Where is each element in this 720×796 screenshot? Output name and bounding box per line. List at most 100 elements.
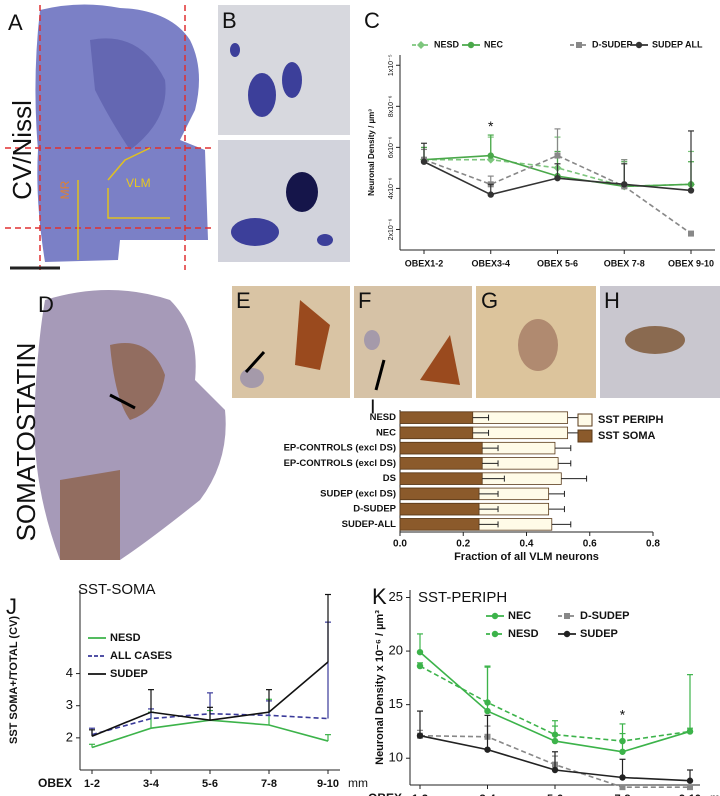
marker bbox=[635, 41, 643, 49]
x-tick-label: 0.6 bbox=[583, 539, 597, 550]
marker bbox=[686, 728, 694, 735]
panel-letter: K bbox=[372, 584, 387, 609]
x-tick-label: 3-4 bbox=[143, 778, 160, 790]
marker bbox=[484, 699, 491, 706]
x-tick-label: 0.8 bbox=[646, 539, 660, 550]
marker bbox=[687, 784, 693, 791]
photo-detail bbox=[60, 343, 165, 560]
panel-letter: C bbox=[364, 8, 380, 33]
y-tick-label: DS bbox=[383, 473, 396, 484]
y-axis-label: SST SOMA+/TOTAL (CV) bbox=[8, 616, 20, 744]
panel-letter: J bbox=[6, 594, 17, 619]
legend-label: NESD bbox=[434, 39, 460, 49]
stain-label: CV/Nissl bbox=[7, 100, 37, 200]
marker bbox=[688, 230, 694, 237]
x-tick-label: 0.2 bbox=[456, 539, 470, 550]
x-tick-label: 3-4 bbox=[480, 793, 497, 796]
photo-cells bbox=[240, 300, 685, 391]
legend-label: SST SOMA bbox=[598, 430, 656, 442]
y-tick-label: SUDEP-ALL bbox=[342, 519, 397, 530]
marker bbox=[619, 784, 626, 791]
panel-letter: B bbox=[222, 8, 237, 33]
marker bbox=[491, 612, 499, 620]
marker bbox=[551, 766, 559, 774]
legend-label: SUDEP ALL bbox=[652, 39, 703, 49]
legend-label: NEC bbox=[508, 610, 531, 622]
panel-letter: F bbox=[358, 288, 371, 313]
x-axis-unit: mm bbox=[348, 776, 368, 790]
x-tick-label: 1-2 bbox=[84, 778, 100, 790]
bar bbox=[399, 411, 474, 424]
y-tick-label: 2 bbox=[66, 729, 73, 744]
y-tick-label: 25 bbox=[389, 589, 403, 604]
series-line bbox=[419, 665, 691, 742]
stain-label: SOMATOSTATIN bbox=[11, 343, 41, 542]
marker bbox=[491, 630, 499, 638]
x-tick-label: 5-6 bbox=[547, 793, 563, 796]
legend-label: SUDEP bbox=[110, 668, 148, 680]
x-tick-label: OBEX 7-8 bbox=[604, 258, 645, 268]
panel-letter: A bbox=[8, 10, 23, 35]
bar bbox=[399, 518, 480, 531]
x-tick-label: 0.0 bbox=[393, 539, 407, 550]
x-axis-unit: mm bbox=[710, 791, 720, 796]
series-line bbox=[91, 661, 329, 737]
x-tick-label: 1-2 bbox=[412, 793, 428, 796]
y-tick-label: 10 bbox=[389, 750, 403, 765]
x-tick-label: OBEX 9-10 bbox=[668, 258, 714, 268]
marker bbox=[420, 158, 428, 165]
marker bbox=[484, 746, 491, 753]
y-tick-label: EP-CONTROLS (excl DS) bbox=[284, 443, 396, 454]
legend-label: ALL CASES bbox=[110, 650, 172, 662]
y-tick-label: 20 bbox=[389, 643, 403, 658]
y-tick-label: 6x10⁻⁶ bbox=[388, 136, 395, 158]
x-tick-label: 9-10 bbox=[679, 793, 701, 796]
marker bbox=[687, 187, 695, 194]
marker bbox=[621, 181, 628, 188]
marker bbox=[686, 777, 694, 784]
y-tick-label: 2x10⁻⁶ bbox=[388, 218, 395, 240]
panel-letter: H bbox=[604, 288, 620, 313]
y-tick-label: 15 bbox=[389, 696, 403, 711]
legend-swatch bbox=[577, 429, 593, 443]
y-axis-label: Neuronal Density / µm³ bbox=[367, 109, 376, 196]
y-axis-label: Neuronal Density x 10⁻⁶ / µm³ bbox=[374, 610, 386, 765]
vlm-outline bbox=[77, 147, 170, 260]
marker bbox=[554, 174, 561, 182]
marker bbox=[551, 737, 559, 745]
bar bbox=[399, 472, 483, 485]
bar bbox=[399, 457, 483, 470]
marker bbox=[484, 707, 491, 715]
marker bbox=[416, 732, 424, 739]
x-axis-label: Fraction of all VLM neurons bbox=[454, 551, 599, 563]
photo-detail bbox=[90, 38, 166, 151]
bar bbox=[399, 426, 474, 440]
legend-label: NEC bbox=[484, 39, 504, 49]
x-tick-label: 5-6 bbox=[202, 778, 218, 790]
series-line bbox=[423, 154, 692, 235]
y-tick-label: 8x10⁻⁶ bbox=[388, 95, 395, 117]
panel-letter: I bbox=[370, 396, 376, 418]
photo-guides bbox=[5, 5, 212, 270]
y-tick-label: 1x10⁻⁵ bbox=[388, 54, 395, 76]
marker bbox=[487, 152, 494, 159]
legend-swatch bbox=[577, 413, 593, 427]
marker bbox=[487, 191, 494, 198]
chart-title: SST-PERIPH bbox=[418, 589, 507, 606]
legend-label: D-SUDEP bbox=[592, 39, 633, 49]
x-tick-label: OBEX1-2 bbox=[405, 258, 444, 268]
marker bbox=[564, 613, 570, 619]
y-tick-label: SUDEP (excl DS) bbox=[320, 488, 396, 499]
x-axis-label: OBEX bbox=[368, 791, 402, 796]
marker bbox=[417, 41, 425, 49]
region-label: MR bbox=[58, 180, 72, 199]
legend-label: NESD bbox=[508, 628, 539, 640]
marker bbox=[619, 737, 626, 745]
y-tick-label: D-SUDEP bbox=[353, 504, 396, 515]
marker bbox=[551, 731, 559, 738]
legend-label: NESD bbox=[110, 632, 141, 644]
annotation: * bbox=[488, 118, 494, 134]
bar bbox=[399, 502, 480, 516]
legend-label: SUDEP bbox=[580, 628, 618, 640]
